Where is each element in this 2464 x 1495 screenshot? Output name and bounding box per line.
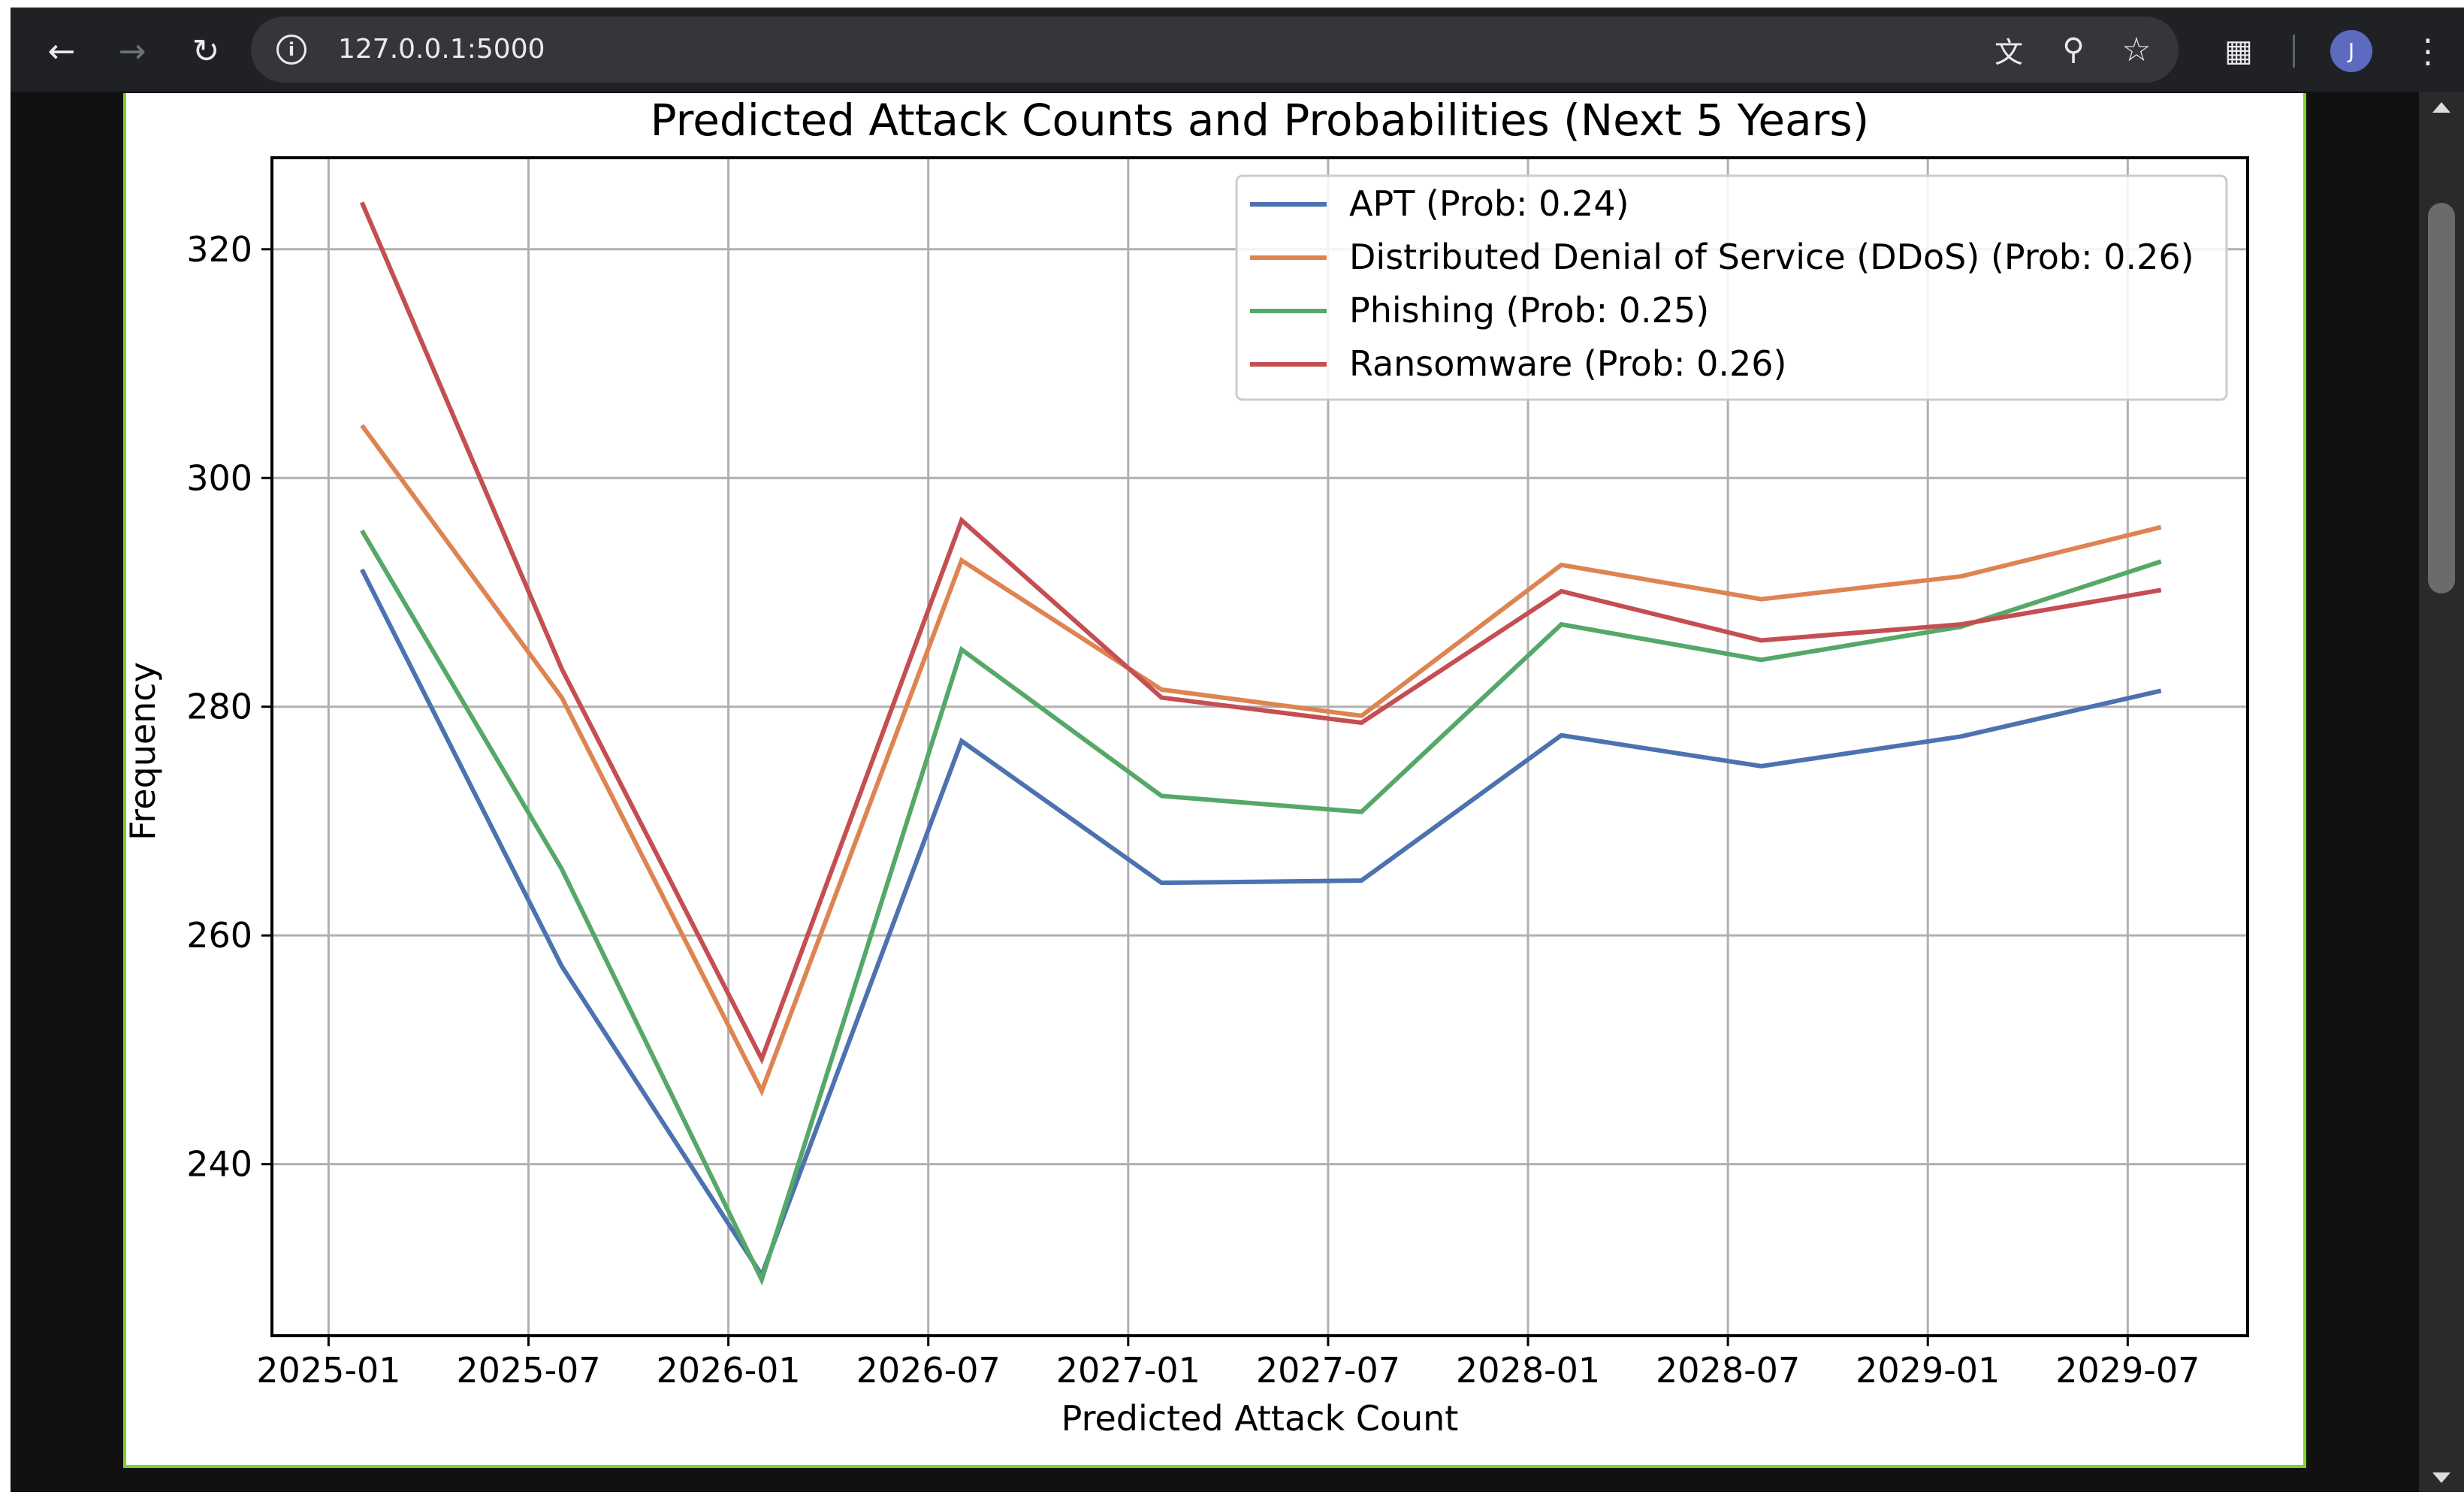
plot-area-frame [270,156,2249,1337]
x-tick-label: 2028-07 [1656,1350,1800,1391]
translate-icon[interactable]: 文 [1994,35,2023,69]
legend-label-apt: APT (Prob: 0.24) [1349,183,1629,224]
x-tick-label: 2029-07 [2055,1350,2200,1391]
y-tick-label: 300 [186,458,252,498]
legend-label-ddos: Distributed Denial of Service (DDoS) (Pr… [1349,237,2194,277]
y-axis-ticks: 240 260 280 300 320 [186,229,272,1185]
x-axis-ticks: 2025-01 2025-07 2026-01 2026-07 2027-01 2027-… [256,1336,2200,1391]
line-chart: Predicted Attack Counts and Probabilitie… [122,95,2249,1439]
x-tick-label: 2027-07 [1256,1350,1400,1391]
avatar[interactable]: J [2330,30,2372,72]
series-line-phishing [360,529,2162,1286]
star-icon[interactable]: ☆ [2121,30,2151,69]
back-icon[interactable]: ← [47,32,76,71]
legend-box [1235,174,2228,401]
legend-label-ransomware: Ransomware (Prob: 0.26) [1349,343,1786,384]
y-tick-label: 320 [186,229,252,270]
chart-card: Predicted Attack Counts and Probabilitie… [122,93,2306,1468]
x-tick-label: 2026-07 [856,1350,1001,1391]
scroll-down-icon[interactable] [2432,1472,2450,1483]
chart-title: Predicted Attack Counts and Probabilitie… [651,95,1870,146]
x-tick-label: 2025-07 [456,1350,600,1391]
y-tick-label: 240 [186,1144,252,1185]
y-axis-label: Frequency [126,662,163,841]
site-info-icon[interactable]: i [276,35,306,65]
series-lines [359,201,2162,1286]
series-line-ddos [360,424,2162,1097]
x-tick-label: 2026-01 [657,1350,801,1391]
toolbar-separator [2293,35,2295,68]
x-tick-label: 2027-01 [1056,1350,1200,1391]
scrollbar[interactable] [2419,92,2464,1492]
series-line-apt [360,568,2162,1280]
legend-label-phishing: Phishing (Prob: 0.25) [1349,290,1709,331]
zoom-icon[interactable]: ⚲ [2062,32,2085,67]
forward-icon[interactable]: → [118,32,146,71]
url-text[interactable]: 127.0.0.1:5000 [338,34,545,65]
address-bar[interactable]: i 127.0.0.1:5000 文 ⚲ ☆ [251,17,2179,83]
y-tick-label: 260 [186,915,252,956]
x-tick-label: 2029-01 [1856,1350,2000,1391]
extensions-icon[interactable]: ▦ [2224,34,2253,68]
x-axis-label: Predicted Attack Count [1061,1398,1459,1439]
scroll-up-icon[interactable] [2432,102,2450,113]
chart-legend: APT (Prob: 0.24) Distributed Denial of S… [1235,174,2228,401]
x-tick-label: 2028-01 [1456,1350,1600,1391]
menu-icon[interactable]: ⋮ [2411,32,2444,71]
x-tick-label: 2025-01 [256,1350,400,1391]
reload-icon[interactable]: ↻ [192,32,220,71]
y-tick-label: 280 [186,687,252,727]
series-line-ransomware [359,201,2162,1065]
scroll-thumb[interactable] [2428,203,2455,593]
browser-toolbar: ← → ↻ i 127.0.0.1:5000 文 ⚲ ☆ ▦ J ⋮ [11,8,2464,92]
